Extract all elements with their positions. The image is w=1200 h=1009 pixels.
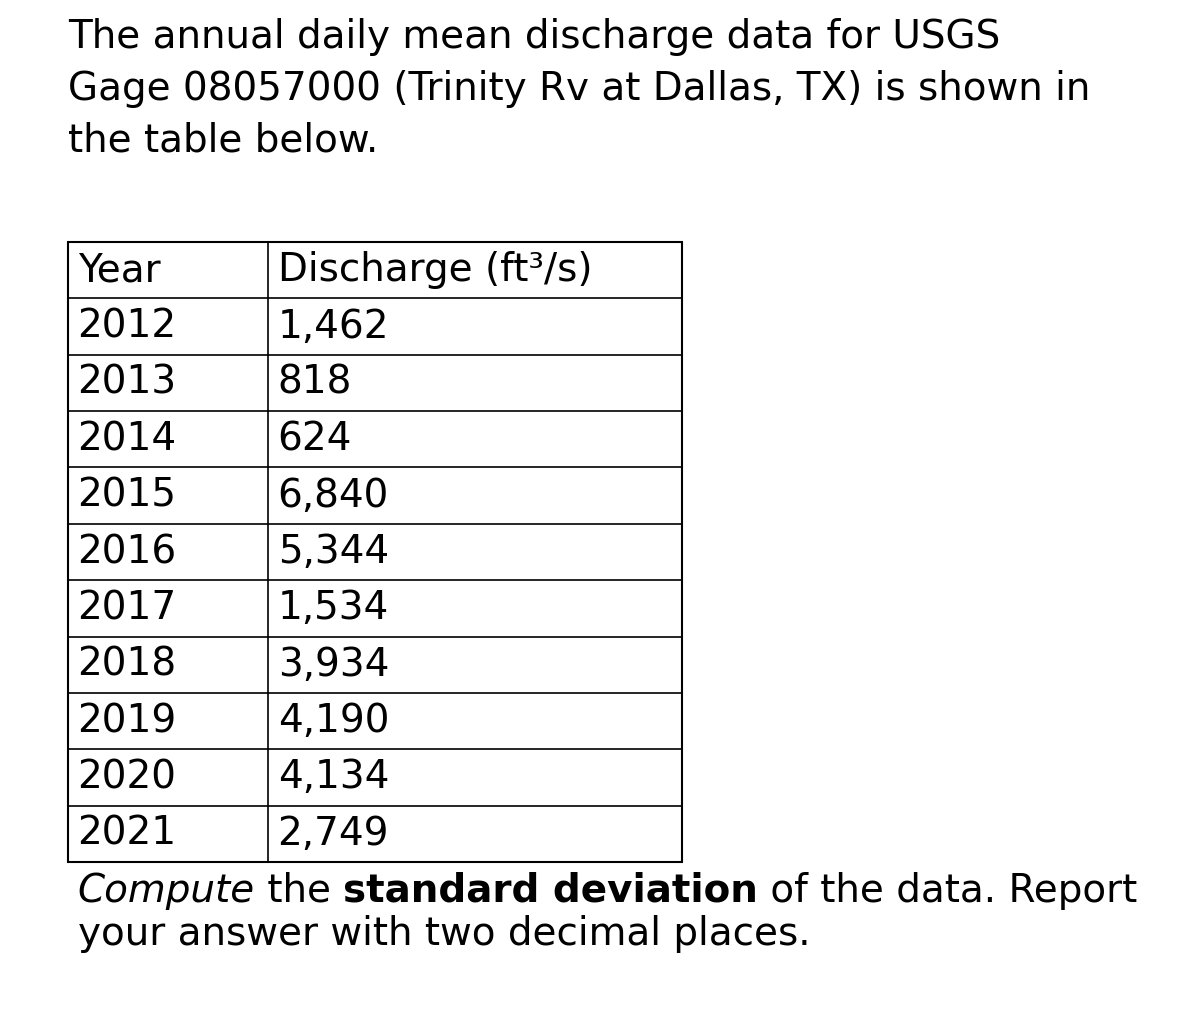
Text: your answer with two decimal places.: your answer with two decimal places. xyxy=(78,915,810,954)
Text: 2015: 2015 xyxy=(78,476,176,515)
Text: 3,934: 3,934 xyxy=(277,646,389,684)
Text: 2020: 2020 xyxy=(78,759,176,796)
Text: of the data. Report: of the data. Report xyxy=(758,872,1138,910)
Text: 5,344: 5,344 xyxy=(277,533,389,571)
Text: 818: 818 xyxy=(277,364,352,402)
Text: The annual daily mean discharge data for USGS
Gage 08057000 (Trinity Rv at Dalla: The annual daily mean discharge data for… xyxy=(68,18,1091,159)
Text: 6,840: 6,840 xyxy=(277,476,389,515)
Text: 2014: 2014 xyxy=(78,421,176,458)
Text: 4,190: 4,190 xyxy=(277,702,389,740)
Text: Discharge (ft³/s): Discharge (ft³/s) xyxy=(277,251,592,290)
Text: 2013: 2013 xyxy=(78,364,176,402)
Text: 1,462: 1,462 xyxy=(277,308,389,345)
Text: 624: 624 xyxy=(277,421,352,458)
Text: 1,534: 1,534 xyxy=(277,589,389,628)
Text: 4,134: 4,134 xyxy=(277,759,389,796)
Text: Compute: Compute xyxy=(78,872,254,910)
Text: the: the xyxy=(254,872,343,910)
Text: standard deviation: standard deviation xyxy=(343,872,758,910)
Text: 2,749: 2,749 xyxy=(277,815,389,853)
Text: 2021: 2021 xyxy=(78,815,176,853)
Text: 2019: 2019 xyxy=(78,702,176,740)
Text: 2016: 2016 xyxy=(78,533,176,571)
Text: 2017: 2017 xyxy=(78,589,176,628)
Text: 2018: 2018 xyxy=(78,646,176,684)
Text: 2012: 2012 xyxy=(78,308,176,345)
Text: Year: Year xyxy=(78,251,161,290)
